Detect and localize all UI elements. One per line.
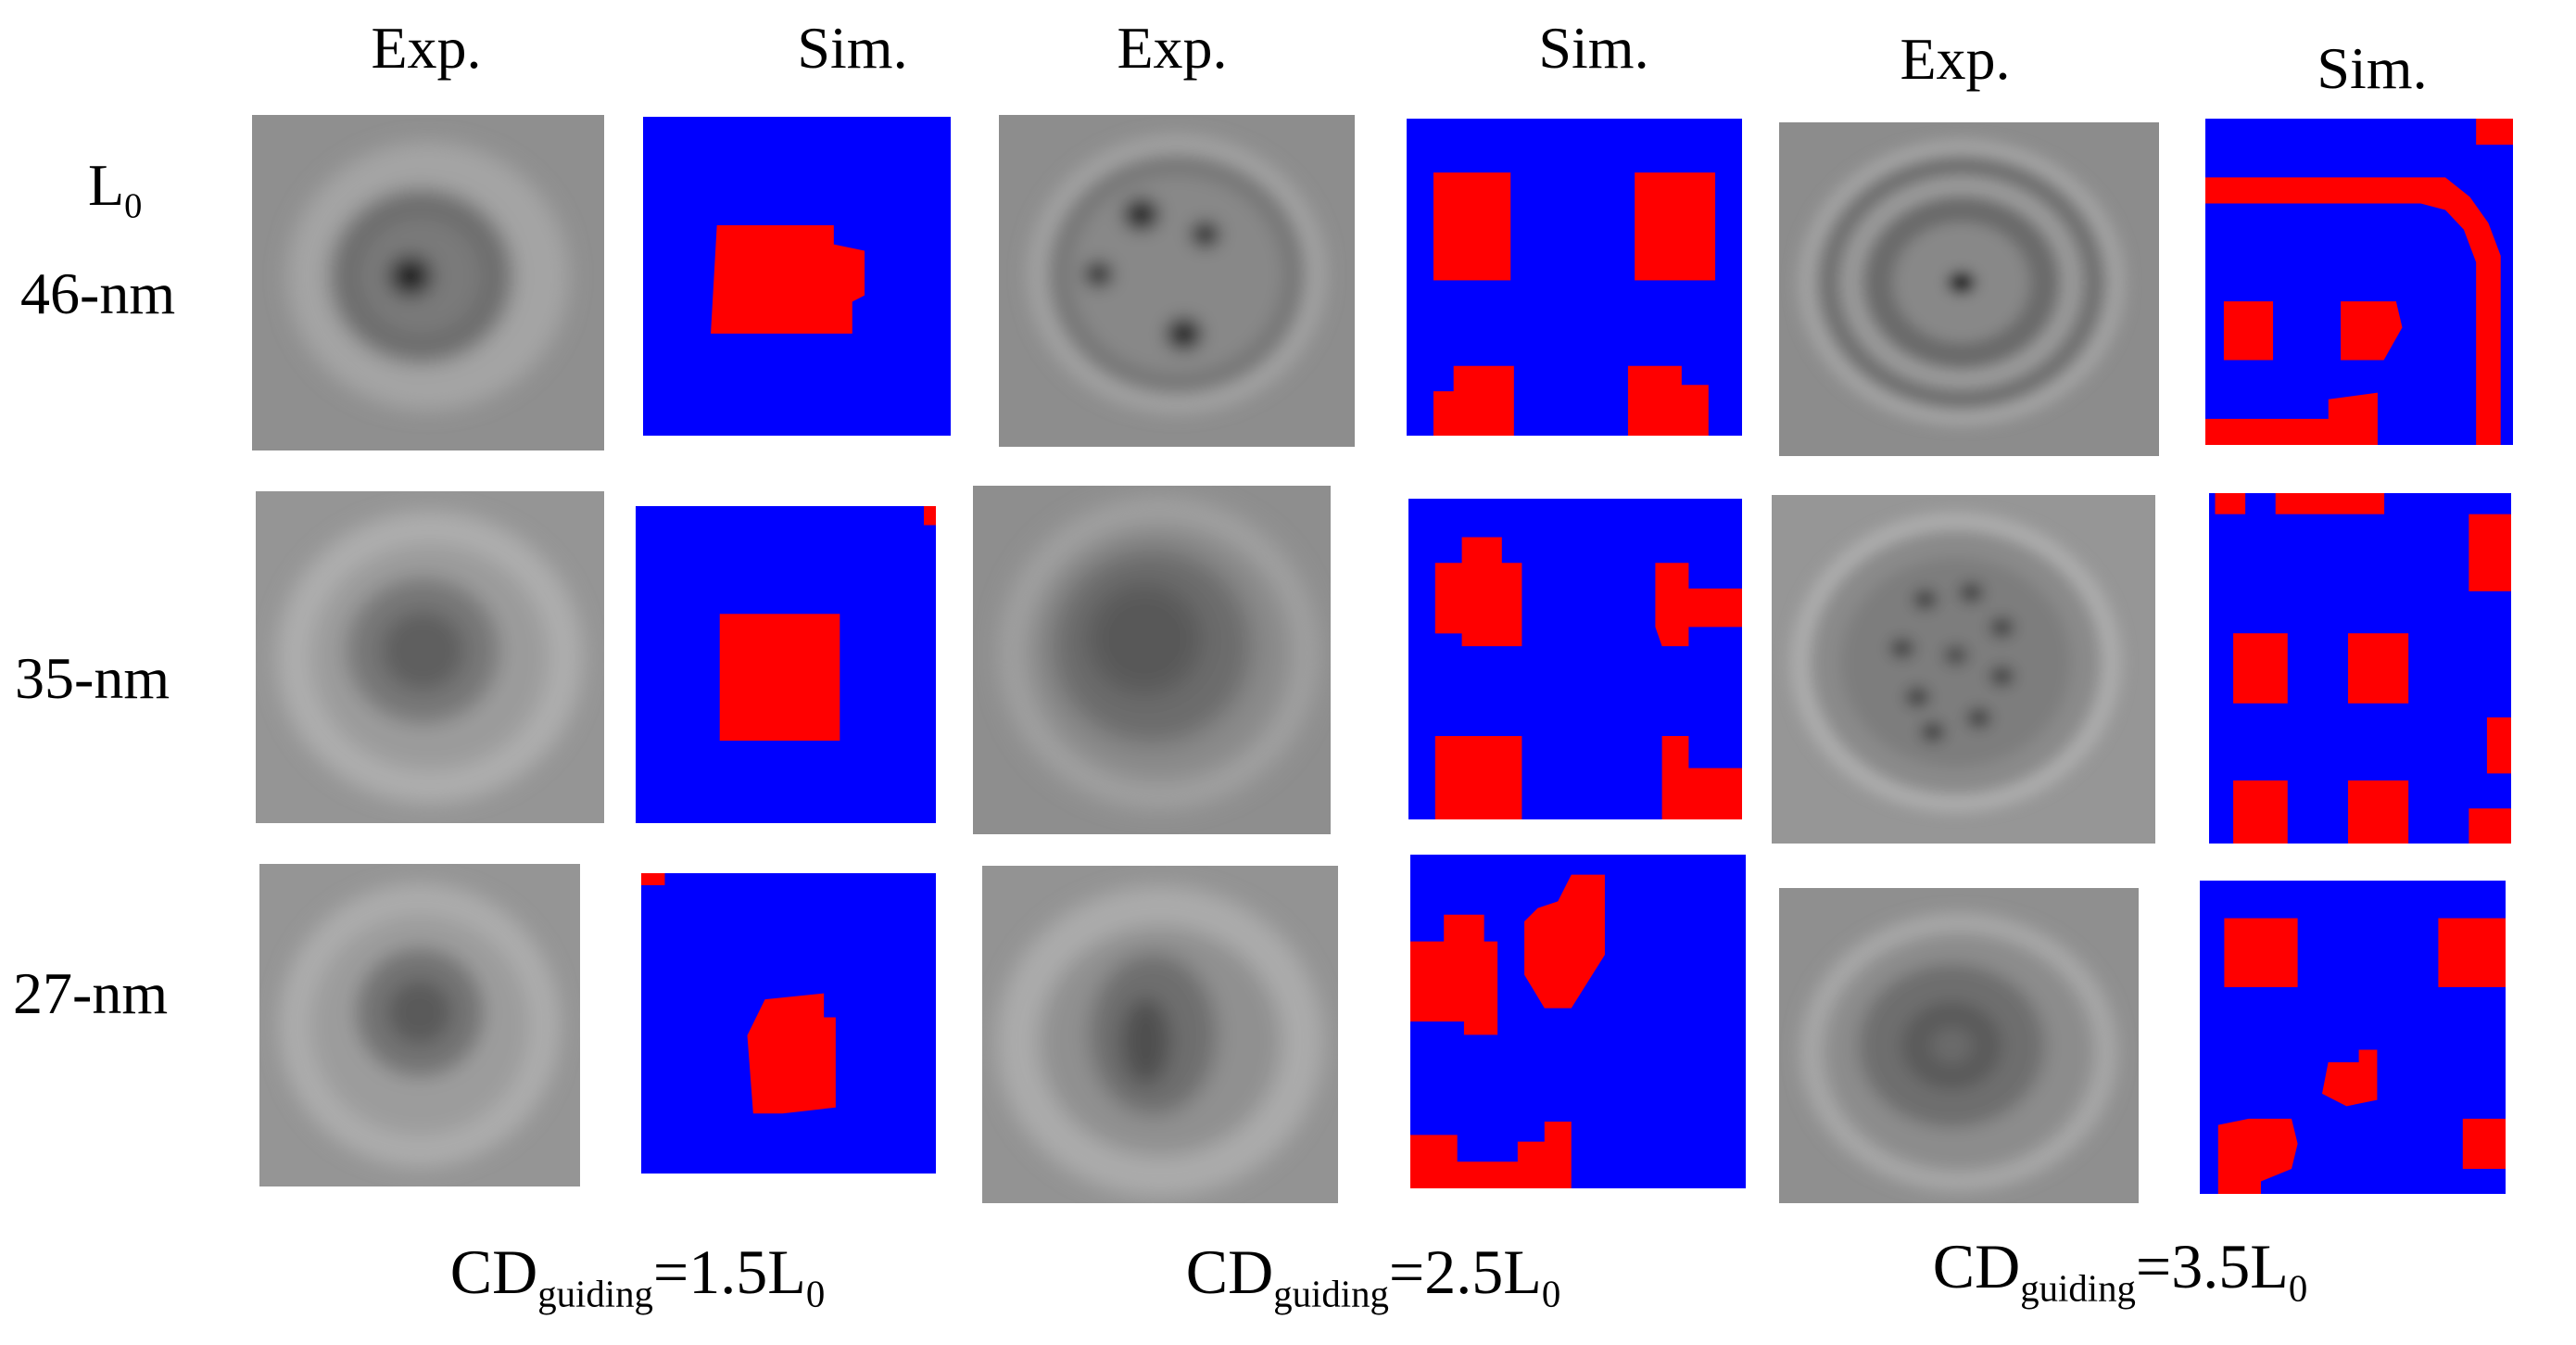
sim-image-27nm-2.5L0 — [1410, 855, 1746, 1188]
group-label-3.5L0: CDguiding=3.5L0 — [1932, 1231, 2308, 1310]
row-label-35nm: 35-nm — [15, 645, 170, 711]
col-header-exp-3: Exp. — [1900, 26, 2011, 92]
col-header-sim-3: Sim. — [2317, 35, 2428, 101]
exp-image-27nm-1.5L0 — [259, 864, 580, 1186]
sim-image-27nm-1.5L0 — [641, 873, 936, 1174]
sim-image-35nm-2.5L0 — [1408, 499, 1742, 819]
col-header-sim-1: Sim. — [797, 15, 908, 81]
group-label-2.5L0: CDguiding=2.5L0 — [1185, 1237, 1561, 1315]
sim-image-46nm-1.5L0 — [643, 117, 951, 436]
sim-image-46nm-3.5L0 — [2205, 119, 2513, 445]
col-header-exp-2: Exp. — [1117, 15, 1228, 81]
exp-image-46nm-1.5L0 — [252, 115, 604, 450]
exp-image-27nm-3.5L0 — [1779, 888, 2139, 1203]
sim-image-35nm-1.5L0 — [636, 506, 936, 823]
col-header-sim-2: Sim. — [1538, 15, 1649, 81]
exp-image-35nm-1.5L0 — [256, 491, 604, 823]
sim-image-46nm-2.5L0 — [1407, 119, 1742, 436]
row-label-27nm: 27-nm — [13, 960, 169, 1026]
exp-image-27nm-2.5L0 — [982, 866, 1338, 1203]
exp-image-35nm-2.5L0 — [973, 486, 1331, 834]
exp-image-46nm-3.5L0 — [1779, 122, 2159, 456]
row-label-l0: L0 — [88, 152, 143, 226]
sim-image-27nm-3.5L0 — [2200, 881, 2506, 1194]
group-label-1.5L0: CDguiding=1.5L0 — [449, 1237, 826, 1315]
exp-image-35nm-3.5L0 — [1772, 495, 2155, 844]
sim-image-35nm-3.5L0 — [2209, 493, 2511, 844]
row-label-46nm: 46-nm — [20, 260, 176, 326]
exp-image-46nm-2.5L0 — [999, 115, 1355, 447]
col-header-exp-1: Exp. — [371, 15, 482, 81]
